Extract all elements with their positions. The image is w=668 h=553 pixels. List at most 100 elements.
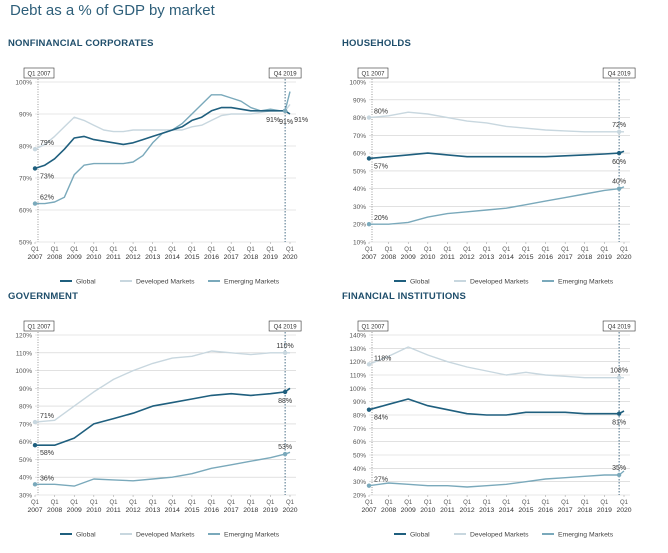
x-tick-label-year: 2020: [282, 254, 297, 261]
end-point-global: [282, 389, 288, 395]
x-tick-label-year: 2011: [440, 254, 455, 261]
y-tick-label: 60%: [19, 208, 32, 215]
end-point-developed: [616, 375, 622, 380]
x-tick-label-year: 2013: [145, 254, 160, 261]
legend-label-global: Global: [410, 532, 430, 539]
start-point-emerging: [32, 201, 38, 206]
x-tick-label-year: 2007: [361, 507, 376, 514]
panel-nonfinancial-corporates: NONFINANCIAL CORPORATES 50% 60% 70% 80% 90% 1…: [0, 38, 334, 300]
y-tick-label: 90%: [353, 399, 366, 406]
y-tick-label: 120%: [15, 333, 32, 340]
x-tick-label-quarter: Q1: [109, 247, 118, 253]
x-tick-label-year: 2016: [204, 254, 219, 261]
x-tick-label-year: 2008: [381, 254, 396, 261]
x-tick-label-year: 2015: [184, 254, 199, 261]
x-tick-label-year: 2017: [224, 507, 239, 514]
y-tick-label: 60%: [19, 439, 32, 446]
x-tick-label-year: 2013: [145, 507, 160, 514]
x-tick-label-quarter: Q1: [208, 247, 217, 253]
x-tick-label-quarter: Q1: [620, 500, 629, 506]
x-tick-label-year: 2017: [224, 254, 239, 261]
x-tick-label-year: 2011: [106, 254, 121, 261]
y-tick-label: 20%: [353, 493, 366, 500]
y-tick-label: 30%: [19, 493, 32, 500]
panel-financial-institutions: FINANCIAL INSTITUTIONS 20% 30% 40% 50% 60% 70…: [334, 291, 668, 553]
y-tick-label: 80%: [19, 404, 32, 411]
y-tick-label: 70%: [353, 426, 366, 433]
y-tick-label: 30%: [353, 479, 366, 486]
x-tick-label-year: 2017: [558, 507, 573, 514]
end-marker-box: [602, 67, 636, 79]
x-tick-label-quarter: Q1: [443, 247, 452, 253]
chart-government: 30% 40% 50% 60% 70% 80% 90% 100% 110% 120% Q1 2007…: [15, 320, 302, 539]
end-marker-box: [602, 320, 636, 332]
end-marker-box: [268, 67, 302, 79]
x-tick-label-quarter: Q1: [424, 247, 433, 253]
x-tick-label-year: 2010: [86, 507, 101, 514]
x-tick-label-quarter: Q1: [149, 247, 158, 253]
x-tick-label-quarter: Q1: [502, 247, 511, 253]
panel-title: HOUSEHOLDS: [342, 38, 412, 49]
end-marker-label: Q4 2019: [608, 325, 632, 331]
y-tick-label: 80%: [353, 115, 366, 122]
start-point-developed: [32, 147, 38, 152]
end-value-label: 91%: [279, 119, 293, 126]
x-tick-label-year: 2020: [282, 507, 297, 514]
page-title: Debt as a % of GDP by market: [10, 2, 215, 19]
start-marker-box: [23, 67, 55, 79]
x-tick-label-year: 2010: [86, 254, 101, 261]
x-tick-label-year: 2008: [381, 507, 396, 514]
y-tick-label: 20%: [353, 222, 366, 229]
x-tick-label-quarter: Q1: [109, 500, 118, 506]
start-value-label: 58%: [40, 450, 54, 457]
end-marker-label: Q4 2019: [274, 72, 298, 78]
end-marker-label: Q4 2019: [274, 325, 298, 331]
x-tick-label-quarter: Q1: [188, 500, 197, 506]
start-value-label: 71%: [40, 413, 54, 420]
y-tick-label: 60%: [353, 151, 366, 158]
start-marker-label: Q1 2007: [361, 325, 385, 331]
x-tick-label-quarter: Q1: [385, 500, 394, 506]
start-value-label: 84%: [374, 415, 388, 422]
x-tick-label-quarter: Q1: [286, 500, 295, 506]
panel-title: NONFINANCIAL CORPORATES: [8, 38, 154, 49]
end-point-developed: [282, 350, 288, 355]
x-tick-label-year: 2009: [401, 254, 416, 261]
y-tick-label: 80%: [19, 144, 32, 151]
x-tick-label-quarter: Q1: [483, 500, 492, 506]
y-tick-label: 60%: [353, 439, 366, 446]
y-tick-label: 110%: [16, 350, 32, 357]
x-tick-label-year: 2018: [577, 507, 592, 514]
x-tick-label-year: 2019: [597, 254, 612, 261]
series-line-developed: [368, 346, 624, 379]
x-tick-label-year: 2020: [616, 254, 631, 261]
x-tick-label-quarter: Q1: [365, 247, 374, 253]
x-tick-label-quarter: Q1: [129, 500, 138, 506]
x-tick-label-quarter: Q1: [31, 500, 40, 506]
x-tick-label-year: 2012: [460, 254, 475, 261]
end-value-label: 81%: [612, 420, 626, 427]
y-tick-label: 110%: [350, 373, 366, 380]
y-tick-label: 50%: [19, 240, 32, 247]
x-tick-label-year: 2018: [243, 254, 258, 261]
x-tick-label-quarter: Q1: [561, 247, 570, 253]
x-tick-label-year: 2014: [499, 507, 514, 514]
x-tick-label-year: 2015: [518, 254, 533, 261]
x-tick-label-year: 2012: [460, 507, 475, 514]
chart-households: 10% 20% 30% 40% 50% 60% 70% 80% 90% 100% Q1 2007 Q4…: [349, 67, 636, 286]
x-tick-label-year: 2011: [440, 507, 455, 514]
x-tick-label-year: 2016: [204, 507, 219, 514]
start-point-emerging: [366, 222, 372, 227]
x-tick-label-quarter: Q1: [581, 500, 590, 506]
x-tick-label-quarter: Q1: [443, 500, 452, 506]
y-tick-label: 40%: [19, 475, 32, 482]
series-line-developed: [34, 103, 291, 150]
start-marker-label: Q1 2007: [361, 72, 385, 78]
start-value-label: 79%: [40, 140, 54, 147]
x-tick-label-year: 2015: [184, 507, 199, 514]
series-line-emerging: [35, 91, 291, 205]
start-value-label: 20%: [374, 215, 388, 222]
start-point-global: [32, 443, 38, 448]
legend-label-developed: Developed Markets: [136, 532, 195, 539]
x-tick-label-quarter: Q1: [70, 500, 79, 506]
